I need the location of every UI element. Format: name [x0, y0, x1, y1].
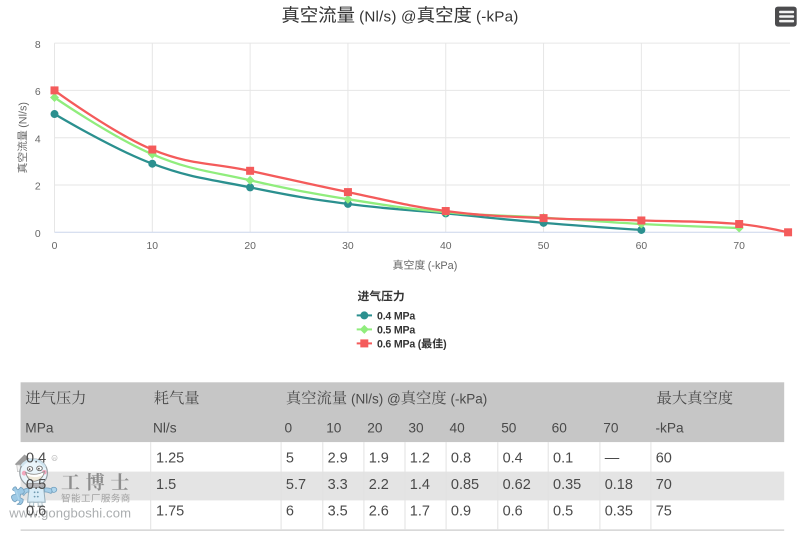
svg-text:(Nl/s) @: (Nl/s) @ [359, 9, 417, 26]
svg-text:50: 50 [538, 241, 550, 252]
svg-text:0: 0 [52, 241, 58, 252]
svg-text:1.75: 1.75 [156, 503, 184, 519]
svg-text:MPa: MPa [25, 420, 54, 435]
svg-text:50: 50 [501, 420, 517, 435]
svg-text:0.18: 0.18 [605, 477, 633, 493]
svg-text:30: 30 [408, 420, 424, 435]
svg-text:0: 0 [35, 229, 41, 240]
svg-text:www.gongboshi.com: www.gongboshi.com [8, 505, 131, 520]
svg-text:40: 40 [450, 420, 466, 435]
svg-text:6: 6 [286, 503, 294, 519]
svg-text:6: 6 [35, 87, 41, 98]
svg-text:60: 60 [656, 450, 672, 466]
svg-text:2.9: 2.9 [328, 450, 348, 466]
svg-text:(-kPa): (-kPa) [428, 260, 458, 272]
svg-text:20: 20 [244, 241, 256, 252]
svg-text:1.7: 1.7 [410, 503, 430, 519]
svg-text:2.2: 2.2 [369, 477, 389, 493]
svg-text:-kPa: -kPa [656, 420, 685, 435]
svg-text:): ) [443, 339, 447, 351]
svg-text:60: 60 [552, 420, 568, 435]
svg-text:0.6 MPa (: 0.6 MPa ( [377, 339, 422, 351]
svg-text:R: R [53, 456, 56, 461]
svg-text:8: 8 [35, 40, 41, 51]
svg-text:5.7: 5.7 [286, 477, 306, 493]
svg-text:40: 40 [440, 241, 452, 252]
svg-text:0.5: 0.5 [26, 477, 46, 493]
svg-text:0.62: 0.62 [503, 477, 531, 493]
svg-text:Nl/s: Nl/s [153, 420, 177, 435]
svg-text:4: 4 [35, 134, 41, 145]
svg-text:75: 75 [656, 503, 672, 519]
svg-text:2: 2 [35, 182, 41, 193]
svg-text:0.6: 0.6 [503, 503, 523, 519]
svg-text:10: 10 [147, 241, 159, 252]
svg-text:70: 70 [656, 477, 672, 493]
svg-text:1.9: 1.9 [369, 450, 389, 466]
svg-text:3.5: 3.5 [328, 503, 348, 519]
svg-text:1.2: 1.2 [410, 450, 430, 466]
svg-text:(-kPa): (-kPa) [476, 9, 519, 26]
svg-text:5: 5 [286, 450, 294, 466]
svg-text:0: 0 [285, 420, 293, 435]
svg-text:0.4 MPa: 0.4 MPa [377, 311, 415, 323]
svg-text:0.8: 0.8 [451, 450, 471, 466]
svg-text:0.4: 0.4 [503, 450, 523, 466]
svg-text:10: 10 [326, 420, 342, 435]
svg-text:1.25: 1.25 [156, 450, 184, 466]
svg-text:0.5: 0.5 [553, 503, 573, 519]
svg-text:1.4: 1.4 [410, 477, 430, 493]
svg-text:0.6: 0.6 [26, 503, 46, 519]
svg-text:0.35: 0.35 [605, 503, 633, 519]
svg-text:0.5 MPa: 0.5 MPa [377, 325, 415, 337]
svg-text:30: 30 [342, 241, 354, 252]
svg-text:(Nl/s) @: (Nl/s) @ [351, 391, 401, 406]
svg-text:60: 60 [636, 241, 648, 252]
svg-text:1.5: 1.5 [156, 477, 176, 493]
svg-text:(Nl/s): (Nl/s) [17, 102, 29, 128]
svg-text:3.3: 3.3 [328, 477, 348, 493]
svg-text:0.1: 0.1 [553, 450, 573, 466]
svg-text:20: 20 [367, 420, 383, 435]
svg-text:0.9: 0.9 [451, 503, 471, 519]
svg-text:—: — [605, 450, 620, 466]
svg-text:0.85: 0.85 [451, 477, 479, 493]
svg-text:(-kPa): (-kPa) [451, 391, 488, 406]
svg-text:0.35: 0.35 [553, 477, 581, 493]
svg-text:2.6: 2.6 [369, 503, 389, 519]
svg-text:70: 70 [603, 420, 619, 435]
svg-text:70: 70 [733, 241, 745, 252]
svg-text:0.4: 0.4 [26, 450, 46, 466]
